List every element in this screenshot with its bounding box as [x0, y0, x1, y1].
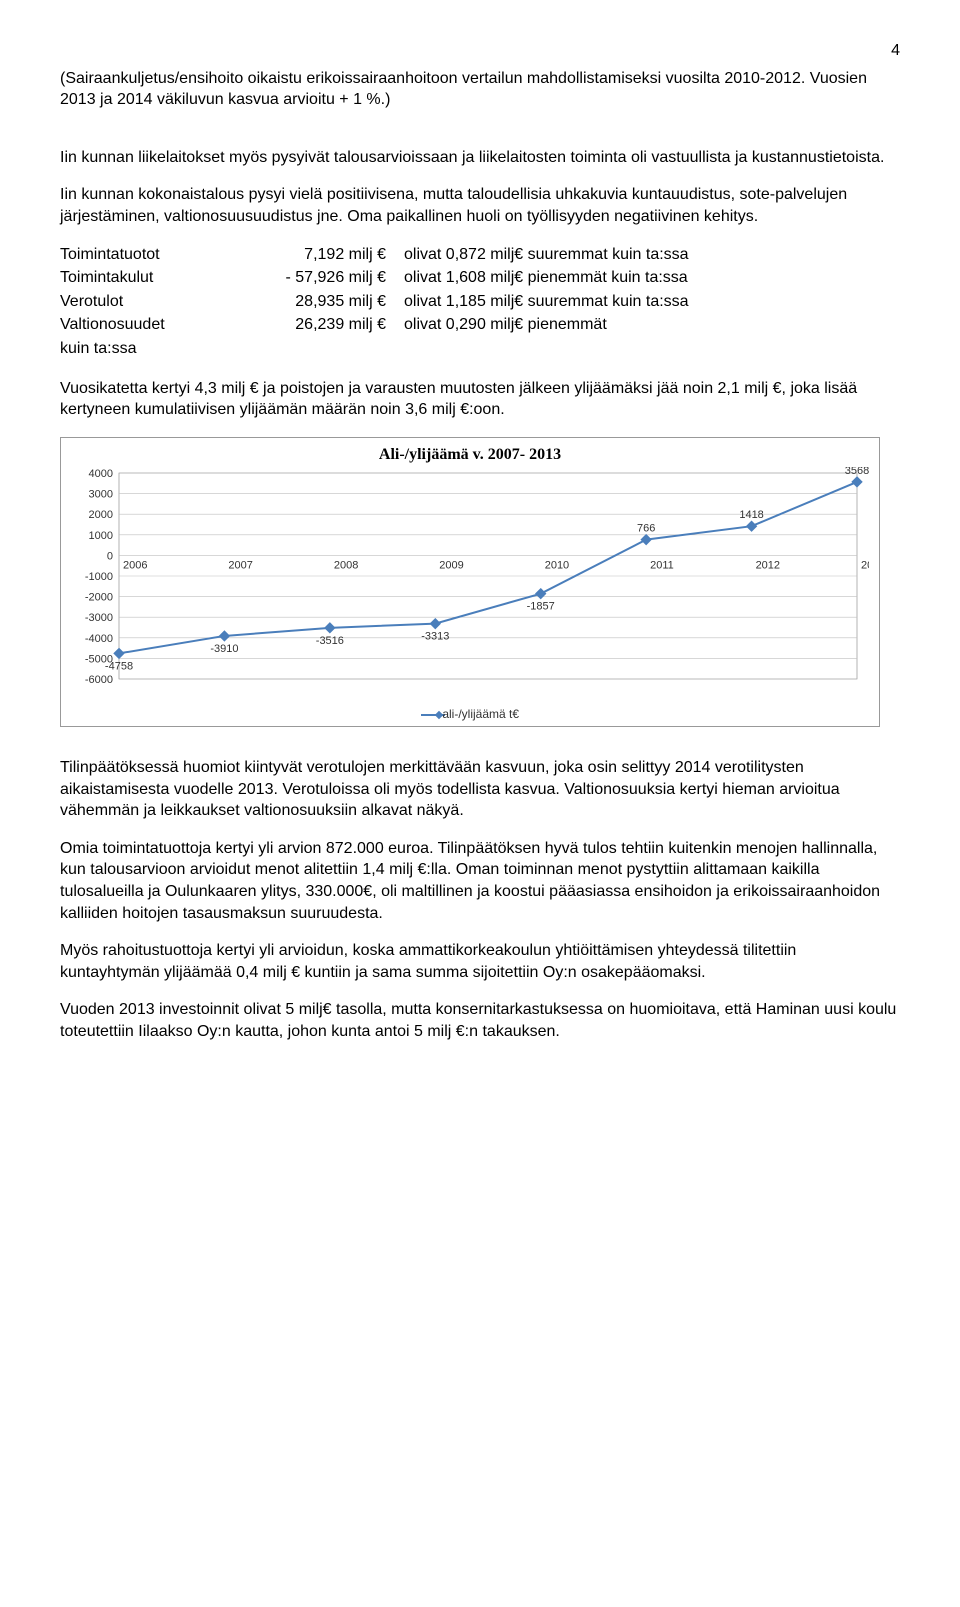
table-row: Toimintakulut- 57,926 milj €olivat 1,608… — [60, 267, 695, 291]
svg-text:-3313: -3313 — [421, 631, 449, 643]
svg-text:2011: 2011 — [650, 560, 674, 572]
table-row: Verotulot28,935 milj €olivat 1,185 milj€… — [60, 291, 695, 315]
svg-text:-3910: -3910 — [210, 643, 238, 655]
chart-title: Ali-/ylijäämä v. 2007- 2013 — [69, 444, 871, 466]
fin-label: Toimintakulut — [60, 267, 236, 291]
fin-label: Verotulot — [60, 291, 236, 315]
svg-text:-2000: -2000 — [85, 592, 113, 604]
svg-text:2006: 2006 — [123, 560, 147, 572]
surplus-deficit-chart: Ali-/ylijäämä v. 2007- 2013 4000 3000 2000… — [60, 437, 880, 727]
table-row: Valtionosuudet26,239 milj €olivat 0,290 … — [60, 314, 695, 338]
fin-desc: olivat 0,872 milj€ suuremmat kuin ta:ssa — [404, 244, 695, 268]
fin-label: Toimintatuotot — [60, 244, 236, 268]
paragraph-1: Iin kunnan liikelaitokset myös pysyivät … — [60, 147, 900, 169]
svg-text:3000: 3000 — [89, 489, 113, 501]
svg-text:-4758: -4758 — [105, 661, 133, 673]
fin-amount: 7,192 milj € — [236, 244, 404, 268]
svg-text:-3516: -3516 — [316, 635, 344, 647]
svg-text:2009: 2009 — [439, 560, 463, 572]
financial-table: Toimintatuotot7,192 milj €olivat 0,872 m… — [60, 244, 695, 362]
fin-desc: olivat 1,608 milj€ pienemmät kuin ta:ssa — [404, 267, 695, 291]
chart-svg: 40003000200010000-1000-2000-3000-4000-50… — [69, 467, 869, 697]
svg-text:-3000: -3000 — [85, 613, 113, 625]
fin-label: Valtionosuudet — [60, 314, 236, 338]
svg-text:2008: 2008 — [334, 560, 358, 572]
paragraph-2: Iin kunnan kokonaistalous pysyi vielä po… — [60, 184, 900, 227]
paragraph-3: Vuosikatetta kertyi 4,3 milj € ja poisto… — [60, 378, 900, 421]
svg-text:3568: 3568 — [845, 467, 869, 477]
fin-tail: kuin ta:ssa — [60, 338, 695, 362]
svg-text:766: 766 — [637, 523, 655, 535]
svg-text:1000: 1000 — [89, 530, 113, 542]
table-row: Toimintatuotot7,192 milj €olivat 0,872 m… — [60, 244, 695, 268]
svg-text:1418: 1418 — [739, 510, 763, 522]
svg-text:2000: 2000 — [89, 510, 113, 522]
svg-text:2012: 2012 — [756, 560, 780, 572]
page-number: 4 — [60, 40, 900, 62]
paragraph-5: Omia toimintatuottoja kertyi yli arvion … — [60, 838, 900, 924]
svg-text:-4000: -4000 — [85, 633, 113, 645]
fin-amount: 26,239 milj € — [236, 314, 404, 338]
intro-note: (Sairaankuljetus/ensihoito oikaistu erik… — [60, 68, 900, 111]
svg-text:2013: 2013 — [861, 560, 869, 572]
svg-text:4000: 4000 — [89, 468, 113, 480]
paragraph-6: Myös rahoitustuottoja kertyi yli arvioid… — [60, 940, 900, 983]
svg-text:2007: 2007 — [228, 560, 252, 572]
svg-text:-1857: -1857 — [527, 601, 555, 613]
fin-desc: olivat 0,290 milj€ pienemmät — [404, 314, 695, 338]
svg-text:2010: 2010 — [545, 560, 569, 572]
fin-desc: olivat 1,185 milj€ suuremmat kuin ta:ssa — [404, 291, 695, 315]
legend-label: ali-/ylijäämä t€ — [442, 707, 519, 721]
paragraph-7: Vuoden 2013 investoinnit olivat 5 milj€ … — [60, 999, 900, 1042]
table-row: kuin ta:ssa — [60, 338, 695, 362]
chart-legend: ali-/ylijäämä t€ — [69, 704, 871, 722]
fin-amount: - 57,926 milj € — [236, 267, 404, 291]
svg-text:-6000: -6000 — [85, 674, 113, 686]
paragraph-4: Tilinpäätöksessä huomiot kiintyvät verot… — [60, 757, 900, 822]
fin-amount: 28,935 milj € — [236, 291, 404, 315]
svg-text:-1000: -1000 — [85, 571, 113, 583]
svg-text:0: 0 — [107, 551, 113, 563]
